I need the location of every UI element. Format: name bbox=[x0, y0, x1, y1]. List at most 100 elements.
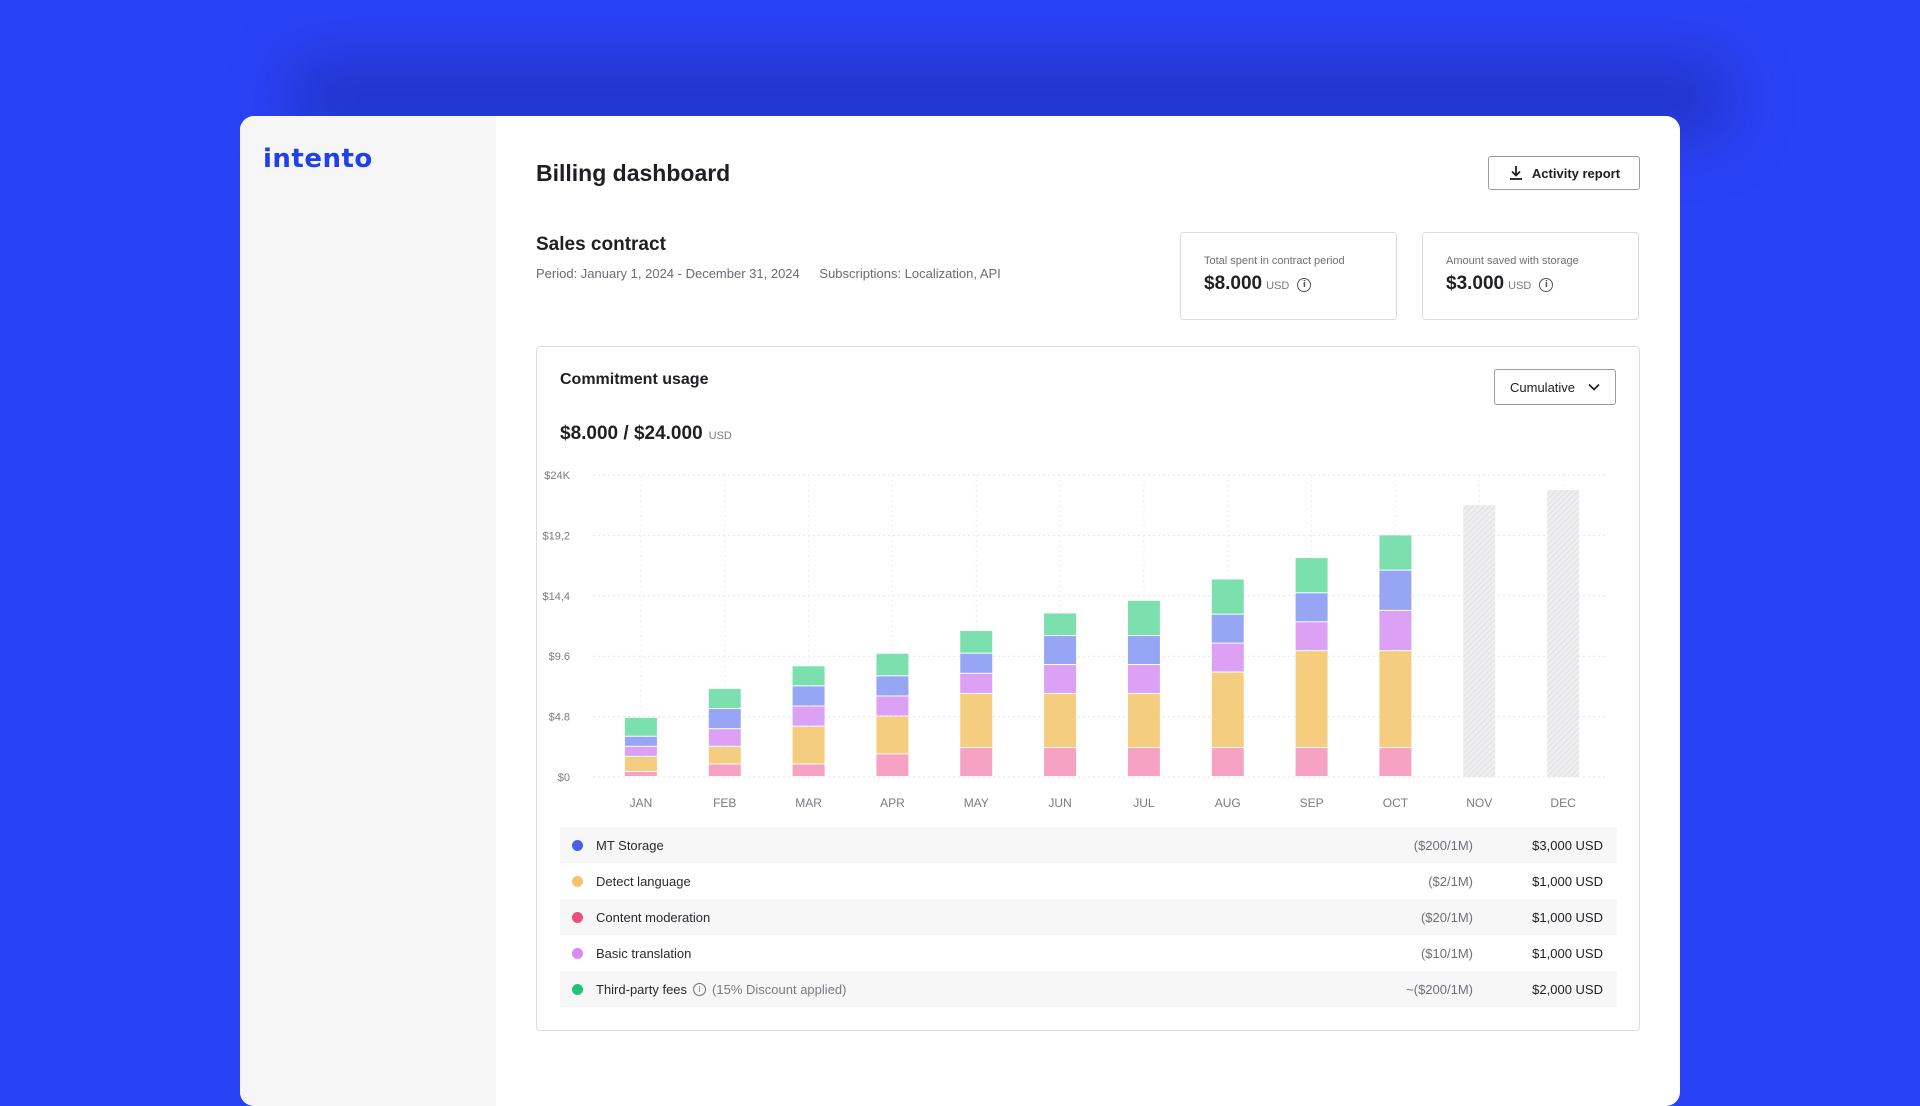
bar-segment bbox=[1127, 748, 1160, 776]
bar-segment bbox=[1379, 610, 1412, 651]
info-icon[interactable]: i bbox=[1297, 278, 1312, 292]
commitment-usage-chart: $0 $4.8 $9.6 $14,4 $19,2 $24K JAN FEB MAR APR MAY J… bbox=[542, 470, 1605, 810]
bar-segment bbox=[1211, 748, 1244, 776]
stat-amount: $3.000 bbox=[1446, 273, 1505, 294]
amount-saved-card: Amount saved with storage $3.000 USD i bbox=[1422, 232, 1639, 320]
contract-meta: Period: January 1, 2024 - December 31, 2… bbox=[536, 266, 1001, 281]
activity-report-label: Activity report bbox=[1531, 165, 1621, 181]
legend-row: Content moderation ($20/1M) $1,000 USD bbox=[560, 899, 1617, 935]
x-tick-label: JUN bbox=[1048, 796, 1071, 810]
bar-segment bbox=[1211, 672, 1244, 748]
bar-segment bbox=[960, 748, 993, 776]
projected-bar bbox=[1547, 490, 1580, 777]
contract-title: Sales contract bbox=[536, 234, 666, 255]
stat-amount: $8.000 bbox=[1204, 273, 1263, 294]
legend-row: Third-party fees i (15% Discount applied) ~… bbox=[560, 971, 1617, 1007]
stat-unit: USD bbox=[1508, 280, 1532, 292]
x-tick-label: MAY bbox=[964, 796, 989, 810]
page-title: Billing dashboard bbox=[536, 160, 731, 186]
bar-segment bbox=[624, 756, 657, 771]
bar-segment bbox=[708, 709, 741, 729]
usage-mode-value: Cumulative bbox=[1510, 379, 1576, 395]
legend-note: (15% Discount applied) bbox=[712, 981, 847, 997]
x-tick-label: NOV bbox=[1466, 796, 1492, 810]
info-icon[interactable]: i bbox=[693, 982, 707, 996]
bar-segment bbox=[1295, 651, 1328, 748]
bar-segment bbox=[708, 688, 741, 709]
bar-segment bbox=[1379, 570, 1412, 610]
x-tick-label: JAN bbox=[630, 796, 653, 810]
app-window: intento Billing dashboard Activity repor… bbox=[240, 116, 1680, 1106]
bar-segment bbox=[792, 686, 825, 706]
legend-row: Detect language ($2/1M) $1,000 USD bbox=[560, 863, 1617, 899]
usage-unit: USD bbox=[708, 430, 732, 442]
y-tick-label: $19,2 bbox=[542, 530, 570, 542]
legend-dot bbox=[572, 983, 583, 995]
usage-title: Commitment usage bbox=[560, 371, 709, 388]
legend-cost: $1,000 USD bbox=[1532, 873, 1603, 889]
stat-unit: USD bbox=[1266, 280, 1290, 292]
bar-segment bbox=[1044, 693, 1077, 748]
x-tick-label: JUL bbox=[1133, 796, 1155, 810]
legend-dot bbox=[572, 839, 583, 851]
bar-segment bbox=[1295, 622, 1328, 651]
legend-dot bbox=[572, 911, 583, 923]
bar-segment bbox=[1127, 600, 1160, 636]
legend-row: MT Storage ($200/1M) $3,000 USD bbox=[560, 827, 1617, 863]
intento-logo[interactable]: intento bbox=[263, 144, 373, 174]
bar-segment bbox=[624, 717, 657, 736]
bar-segment bbox=[960, 631, 993, 653]
stat-label: Amount saved with storage bbox=[1446, 255, 1579, 267]
bar-segment bbox=[1044, 613, 1077, 636]
x-tick-label: MAR bbox=[795, 796, 822, 810]
info-icon[interactable]: i bbox=[1539, 278, 1554, 292]
x-tick-label: SEP bbox=[1300, 796, 1324, 810]
bar-segment bbox=[876, 653, 909, 676]
bar-segment bbox=[1044, 636, 1077, 665]
legend-name: MT Storage bbox=[596, 837, 664, 853]
bar-segment bbox=[1379, 748, 1412, 776]
usage-total: $8.000 / $24.000 USD bbox=[560, 423, 732, 445]
legend-cost: $1,000 USD bbox=[1532, 909, 1603, 925]
legend-rate: ($200/1M) bbox=[1413, 837, 1473, 853]
x-tick-label: APR bbox=[880, 796, 905, 810]
bar-segment bbox=[1295, 558, 1328, 593]
legend-rate: ($20/1M) bbox=[1420, 909, 1473, 925]
usage-mode-select[interactable]: Cumulative bbox=[1494, 369, 1616, 405]
projected-bar bbox=[1463, 505, 1496, 777]
stat-label: Total spent in contract period bbox=[1204, 255, 1345, 267]
download-icon bbox=[1509, 166, 1522, 180]
bar-segment bbox=[960, 693, 993, 748]
bar-segment bbox=[708, 764, 741, 776]
total-spent-card: Total spent in contract period $8.000 US… bbox=[1180, 232, 1397, 320]
legend-name: Content moderation bbox=[596, 909, 711, 925]
y-tick-label: $14,4 bbox=[542, 591, 570, 603]
bar-segment bbox=[708, 746, 741, 764]
legend-rate: ($2/1M) bbox=[1428, 873, 1473, 889]
bar-segment bbox=[792, 764, 825, 776]
bar-segment bbox=[1044, 748, 1077, 776]
bar-segment bbox=[876, 676, 909, 696]
legend-cost: $2,000 USD bbox=[1532, 981, 1603, 997]
bar-segment bbox=[792, 706, 825, 726]
bar-segment bbox=[1295, 748, 1328, 776]
bar-segment bbox=[1211, 579, 1244, 614]
legend-dot bbox=[572, 947, 583, 959]
main-content: Billing dashboard Activity report Sales … bbox=[496, 116, 1680, 1106]
legend-dot bbox=[572, 875, 583, 887]
bar-segment bbox=[960, 673, 993, 693]
legend-name: Basic translation bbox=[596, 945, 692, 961]
y-tick-label: $4.8 bbox=[549, 712, 570, 724]
x-tick-label: AUG bbox=[1215, 796, 1241, 810]
bar-segment bbox=[708, 729, 741, 746]
bar-segment bbox=[792, 726, 825, 764]
usage-legend: MT Storage ($200/1M) $3,000 USD Detect lang… bbox=[560, 827, 1617, 1007]
bar-segment bbox=[1127, 693, 1160, 748]
bar-segment bbox=[624, 736, 657, 746]
bar-segment bbox=[1127, 665, 1160, 693]
activity-report-button[interactable]: Activity report bbox=[1488, 156, 1640, 190]
commitment-usage-card: Commitment usage Cumulative $8.000 / $24… bbox=[536, 346, 1640, 1031]
bar-segment bbox=[624, 771, 657, 776]
bar-segment bbox=[1127, 636, 1160, 665]
bar-segment bbox=[792, 666, 825, 686]
